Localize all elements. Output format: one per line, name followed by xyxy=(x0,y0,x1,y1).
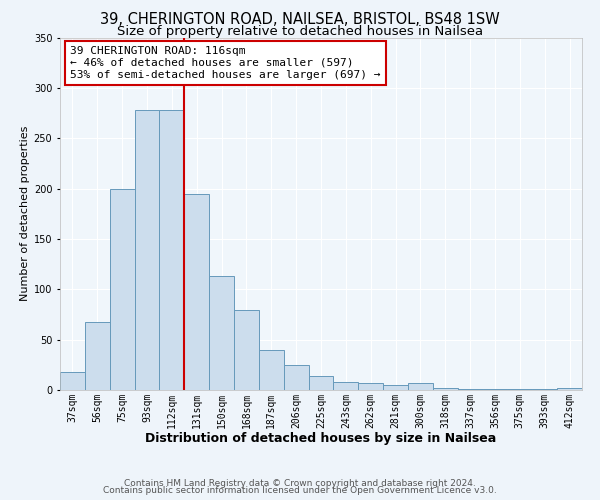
Bar xyxy=(408,383,433,390)
Bar xyxy=(334,382,358,390)
Text: Size of property relative to detached houses in Nailsea: Size of property relative to detached ho… xyxy=(117,25,483,38)
Bar xyxy=(358,383,383,390)
Bar xyxy=(508,389,532,390)
Bar xyxy=(482,389,508,390)
Bar xyxy=(532,389,557,390)
Text: Contains public sector information licensed under the Open Government Licence v3: Contains public sector information licen… xyxy=(103,486,497,495)
X-axis label: Distribution of detached houses by size in Nailsea: Distribution of detached houses by size … xyxy=(145,432,497,445)
Text: Contains HM Land Registry data © Crown copyright and database right 2024.: Contains HM Land Registry data © Crown c… xyxy=(124,478,476,488)
Bar xyxy=(60,372,85,390)
Text: 39 CHERINGTON ROAD: 116sqm
← 46% of detached houses are smaller (597)
53% of sem: 39 CHERINGTON ROAD: 116sqm ← 46% of deta… xyxy=(70,46,381,80)
Bar xyxy=(160,110,184,390)
Bar xyxy=(308,376,334,390)
Bar xyxy=(184,194,209,390)
Text: 39, CHERINGTON ROAD, NAILSEA, BRISTOL, BS48 1SW: 39, CHERINGTON ROAD, NAILSEA, BRISTOL, B… xyxy=(100,12,500,28)
Bar xyxy=(110,188,134,390)
Bar xyxy=(85,322,110,390)
Bar xyxy=(433,388,458,390)
Bar xyxy=(284,365,308,390)
Bar xyxy=(259,350,284,390)
Bar xyxy=(383,385,408,390)
Bar xyxy=(134,110,160,390)
Y-axis label: Number of detached properties: Number of detached properties xyxy=(20,126,29,302)
Bar xyxy=(557,388,582,390)
Bar xyxy=(458,389,482,390)
Bar xyxy=(209,276,234,390)
Bar xyxy=(234,310,259,390)
